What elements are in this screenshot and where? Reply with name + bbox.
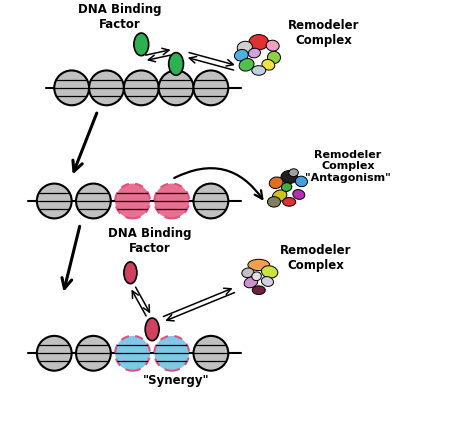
Ellipse shape — [283, 198, 296, 206]
Circle shape — [193, 183, 228, 218]
Ellipse shape — [266, 40, 279, 51]
Circle shape — [124, 71, 159, 105]
Text: Remodeler
Complex
"Antagonism": Remodeler Complex "Antagonism" — [305, 149, 391, 183]
Circle shape — [89, 71, 124, 105]
Ellipse shape — [273, 190, 287, 202]
Ellipse shape — [252, 66, 266, 75]
Ellipse shape — [267, 197, 281, 207]
Text: Remodeler
Complex: Remodeler Complex — [280, 243, 351, 272]
Ellipse shape — [252, 272, 261, 280]
Circle shape — [37, 336, 72, 371]
Ellipse shape — [295, 176, 308, 187]
Ellipse shape — [269, 177, 283, 188]
Ellipse shape — [169, 52, 183, 75]
Circle shape — [37, 183, 72, 218]
Ellipse shape — [244, 277, 258, 288]
Ellipse shape — [293, 190, 305, 199]
Ellipse shape — [281, 171, 298, 183]
Ellipse shape — [134, 33, 149, 56]
Ellipse shape — [249, 34, 269, 50]
Circle shape — [193, 71, 228, 105]
Ellipse shape — [145, 318, 159, 340]
Ellipse shape — [235, 49, 248, 61]
Ellipse shape — [242, 268, 254, 278]
Ellipse shape — [239, 59, 254, 71]
Ellipse shape — [124, 262, 137, 284]
Ellipse shape — [282, 183, 292, 191]
Text: DNA Binding
Factor: DNA Binding Factor — [108, 227, 191, 255]
Ellipse shape — [262, 60, 275, 70]
Circle shape — [159, 71, 193, 105]
Circle shape — [115, 183, 150, 218]
Ellipse shape — [248, 48, 260, 58]
Circle shape — [76, 336, 111, 371]
Circle shape — [54, 71, 89, 105]
Circle shape — [193, 336, 228, 371]
Text: DNA Binding
Factor: DNA Binding Factor — [78, 4, 161, 31]
Ellipse shape — [248, 259, 270, 271]
Ellipse shape — [237, 41, 253, 53]
Circle shape — [76, 183, 111, 218]
Ellipse shape — [252, 286, 265, 295]
Ellipse shape — [262, 277, 273, 286]
Circle shape — [155, 183, 189, 218]
Ellipse shape — [267, 51, 281, 64]
Ellipse shape — [262, 266, 278, 278]
Ellipse shape — [289, 169, 298, 177]
Circle shape — [115, 336, 150, 371]
Text: Remodeler
Complex: Remodeler Complex — [288, 19, 360, 48]
Circle shape — [155, 336, 189, 371]
Text: "Synergy": "Synergy" — [143, 374, 210, 387]
